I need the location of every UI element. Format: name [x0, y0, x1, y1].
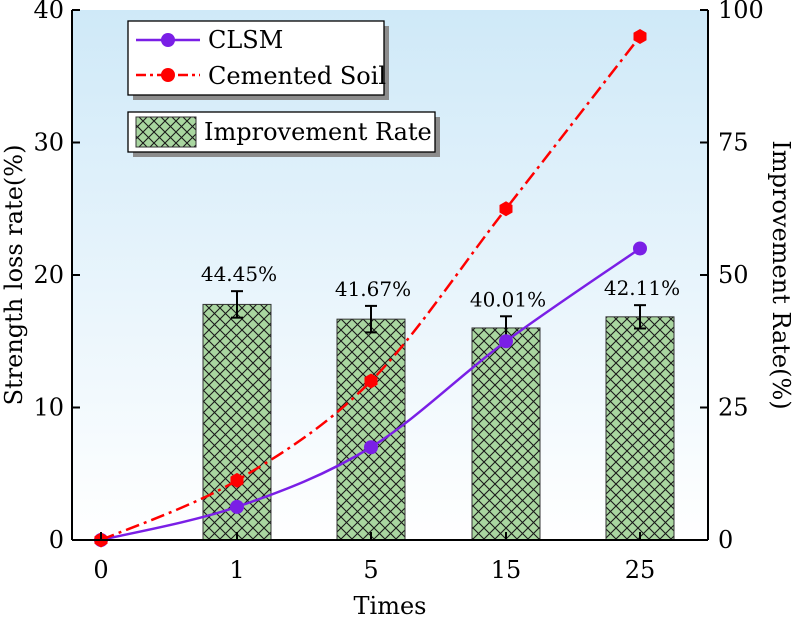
x-tick-label: 5: [363, 556, 378, 584]
right-tick-label: 75: [718, 129, 749, 157]
right-tick-label: 50: [718, 261, 749, 289]
legend-bars-label: Improvement Rate: [204, 118, 432, 146]
left-tick-label: 0: [49, 526, 64, 554]
bars-group: [202, 303, 675, 541]
cemented-soil-line: [100, 35, 641, 542]
legend-bars-swatch: [135, 116, 197, 148]
bar-value-label: 44.45%: [201, 262, 277, 286]
right-tick-label: 100: [718, 0, 764, 24]
left-tick-label: 20: [33, 261, 64, 289]
cemented-soil-point: [633, 29, 647, 44]
x-tick-label: 1: [229, 556, 244, 584]
cemented-soil-point: [499, 201, 513, 217]
bar-value-label: 40.01%: [470, 287, 546, 311]
legend-clsm-marker: [161, 33, 175, 47]
clsm-point: [230, 499, 244, 514]
right-tick-label: 25: [718, 394, 749, 422]
bar-labels-group: 44.45% 41.67% 40.01% 42.11%: [201, 262, 680, 311]
legend-clsm-label: CLSM: [208, 26, 283, 54]
left-tick-label: 30: [33, 129, 64, 157]
clsm-point: [633, 241, 647, 256]
left-axis-title: Strength loss rate(%): [0, 145, 28, 406]
clsm-point: [364, 440, 378, 455]
x-tick-label: 15: [491, 556, 522, 584]
bar-value-label: 42.11%: [604, 276, 680, 300]
improvement-bar: [605, 316, 675, 541]
cemented-soil-point: [364, 373, 378, 389]
left-tick-label: 40: [33, 0, 64, 24]
legend-lines: CLSM Cemented Soil: [127, 20, 389, 100]
clsm-point: [499, 334, 513, 349]
right-axis-title: Improvement Rate(%): [767, 140, 795, 409]
left-tick-label: 10: [33, 394, 64, 422]
improvement-bar: [471, 327, 541, 541]
legend-cemented-marker: [161, 68, 175, 82]
bar-value-label: 41.67%: [335, 277, 411, 301]
lines-group: [94, 29, 647, 548]
x-tick-label: 25: [625, 556, 656, 584]
legend-cemented-label: Cemented Soil: [208, 62, 386, 90]
right-tick-label: 0: [718, 526, 733, 554]
cemented-soil-point: [230, 472, 244, 488]
x-axis-title: Times: [354, 592, 427, 617]
legend-lines-box: [127, 20, 385, 96]
x-tick-label: 0: [93, 556, 108, 584]
legend-bars: Improvement Rate: [127, 111, 440, 157]
